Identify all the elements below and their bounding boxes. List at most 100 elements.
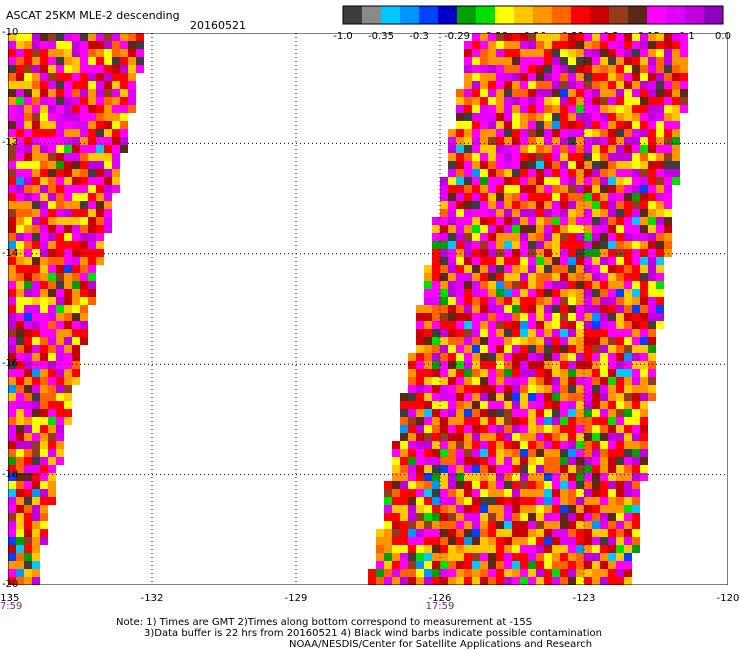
data-pixel xyxy=(600,441,608,449)
color-scale-label: -0.29 xyxy=(444,31,470,42)
data-pixel xyxy=(656,185,664,193)
data-pixel xyxy=(536,521,544,529)
data-pixel xyxy=(552,345,560,353)
data-pixel xyxy=(48,361,56,369)
data-pixel xyxy=(536,185,544,193)
data-pixel xyxy=(64,241,72,249)
data-pixel xyxy=(568,73,576,81)
data-pixel xyxy=(408,521,416,529)
data-pixel xyxy=(616,553,624,561)
data-pixel xyxy=(56,145,64,153)
data-pixel xyxy=(56,201,64,209)
data-pixel xyxy=(72,281,80,289)
data-pixel xyxy=(592,169,600,177)
data-pixel xyxy=(600,297,608,305)
data-pixel xyxy=(464,473,472,481)
data-pixel xyxy=(408,353,416,361)
data-pixel xyxy=(496,497,504,505)
data-pixel xyxy=(624,225,632,233)
data-pixel xyxy=(480,401,488,409)
data-pixel xyxy=(376,545,384,553)
data-pixel xyxy=(528,497,536,505)
data-pixel xyxy=(504,513,512,521)
data-pixel xyxy=(488,33,496,41)
data-pixel xyxy=(464,297,472,305)
data-pixel xyxy=(472,545,480,553)
data-pixel xyxy=(584,489,592,497)
data-pixel xyxy=(472,41,480,49)
data-pixel xyxy=(456,529,464,537)
data-pixel xyxy=(488,377,496,385)
data-pixel xyxy=(464,241,472,249)
data-pixel xyxy=(584,41,592,49)
data-pixel xyxy=(496,273,504,281)
data-pixel xyxy=(32,225,40,233)
data-pixel xyxy=(448,529,456,537)
data-pixel xyxy=(80,113,88,121)
data-pixel xyxy=(544,305,552,313)
data-pixel xyxy=(440,409,448,417)
data-pixel xyxy=(448,313,456,321)
data-pixel xyxy=(520,513,528,521)
data-pixel xyxy=(504,201,512,209)
data-pixel xyxy=(448,361,456,369)
data-pixel xyxy=(8,105,16,113)
data-pixel xyxy=(416,409,424,417)
data-pixel xyxy=(464,401,472,409)
data-pixel xyxy=(120,49,128,57)
data-pixel xyxy=(504,449,512,457)
data-pixel xyxy=(608,569,616,577)
data-pixel xyxy=(392,521,400,529)
data-pixel xyxy=(632,473,640,481)
data-pixel xyxy=(72,145,80,153)
data-pixel xyxy=(632,409,640,417)
data-pixel xyxy=(56,97,64,105)
data-pixel xyxy=(640,121,648,129)
data-pixel xyxy=(560,289,568,297)
data-pixel xyxy=(408,425,416,433)
data-pixel xyxy=(24,153,32,161)
data-pixel xyxy=(632,313,640,321)
data-pixel xyxy=(80,281,88,289)
data-pixel xyxy=(432,465,440,473)
data-pixel xyxy=(448,241,456,249)
data-pixel xyxy=(464,569,472,577)
data-pixel xyxy=(616,153,624,161)
data-pixel xyxy=(616,217,624,225)
data-pixel xyxy=(112,177,120,185)
data-pixel xyxy=(40,217,48,225)
data-pixel xyxy=(568,393,576,401)
data-pixel xyxy=(576,225,584,233)
data-pixel xyxy=(512,217,520,225)
data-pixel xyxy=(600,353,608,361)
data-pixel xyxy=(472,145,480,153)
data-pixel xyxy=(616,193,624,201)
data-pixel xyxy=(96,49,104,57)
data-pixel xyxy=(480,73,488,81)
data-pixel xyxy=(560,169,568,177)
data-pixel xyxy=(648,137,656,145)
data-pixel xyxy=(32,449,40,457)
data-pixel xyxy=(24,273,32,281)
data-pixel xyxy=(608,401,616,409)
data-pixel xyxy=(632,505,640,513)
data-pixel xyxy=(488,169,496,177)
data-pixel xyxy=(88,209,96,217)
data-pixel xyxy=(576,185,584,193)
data-pixel xyxy=(552,105,560,113)
data-pixel xyxy=(24,577,32,585)
data-pixel xyxy=(472,377,480,385)
data-pixel xyxy=(48,145,56,153)
data-pixel xyxy=(376,553,384,561)
data-pixel xyxy=(616,337,624,345)
data-pixel xyxy=(560,441,568,449)
data-pixel xyxy=(456,225,464,233)
data-pixel xyxy=(520,561,528,569)
data-pixel xyxy=(576,313,584,321)
data-pixel xyxy=(520,489,528,497)
data-pixel xyxy=(456,89,464,97)
data-pixel xyxy=(616,497,624,505)
data-pixel xyxy=(592,313,600,321)
data-pixel xyxy=(632,465,640,473)
data-pixel xyxy=(456,193,464,201)
